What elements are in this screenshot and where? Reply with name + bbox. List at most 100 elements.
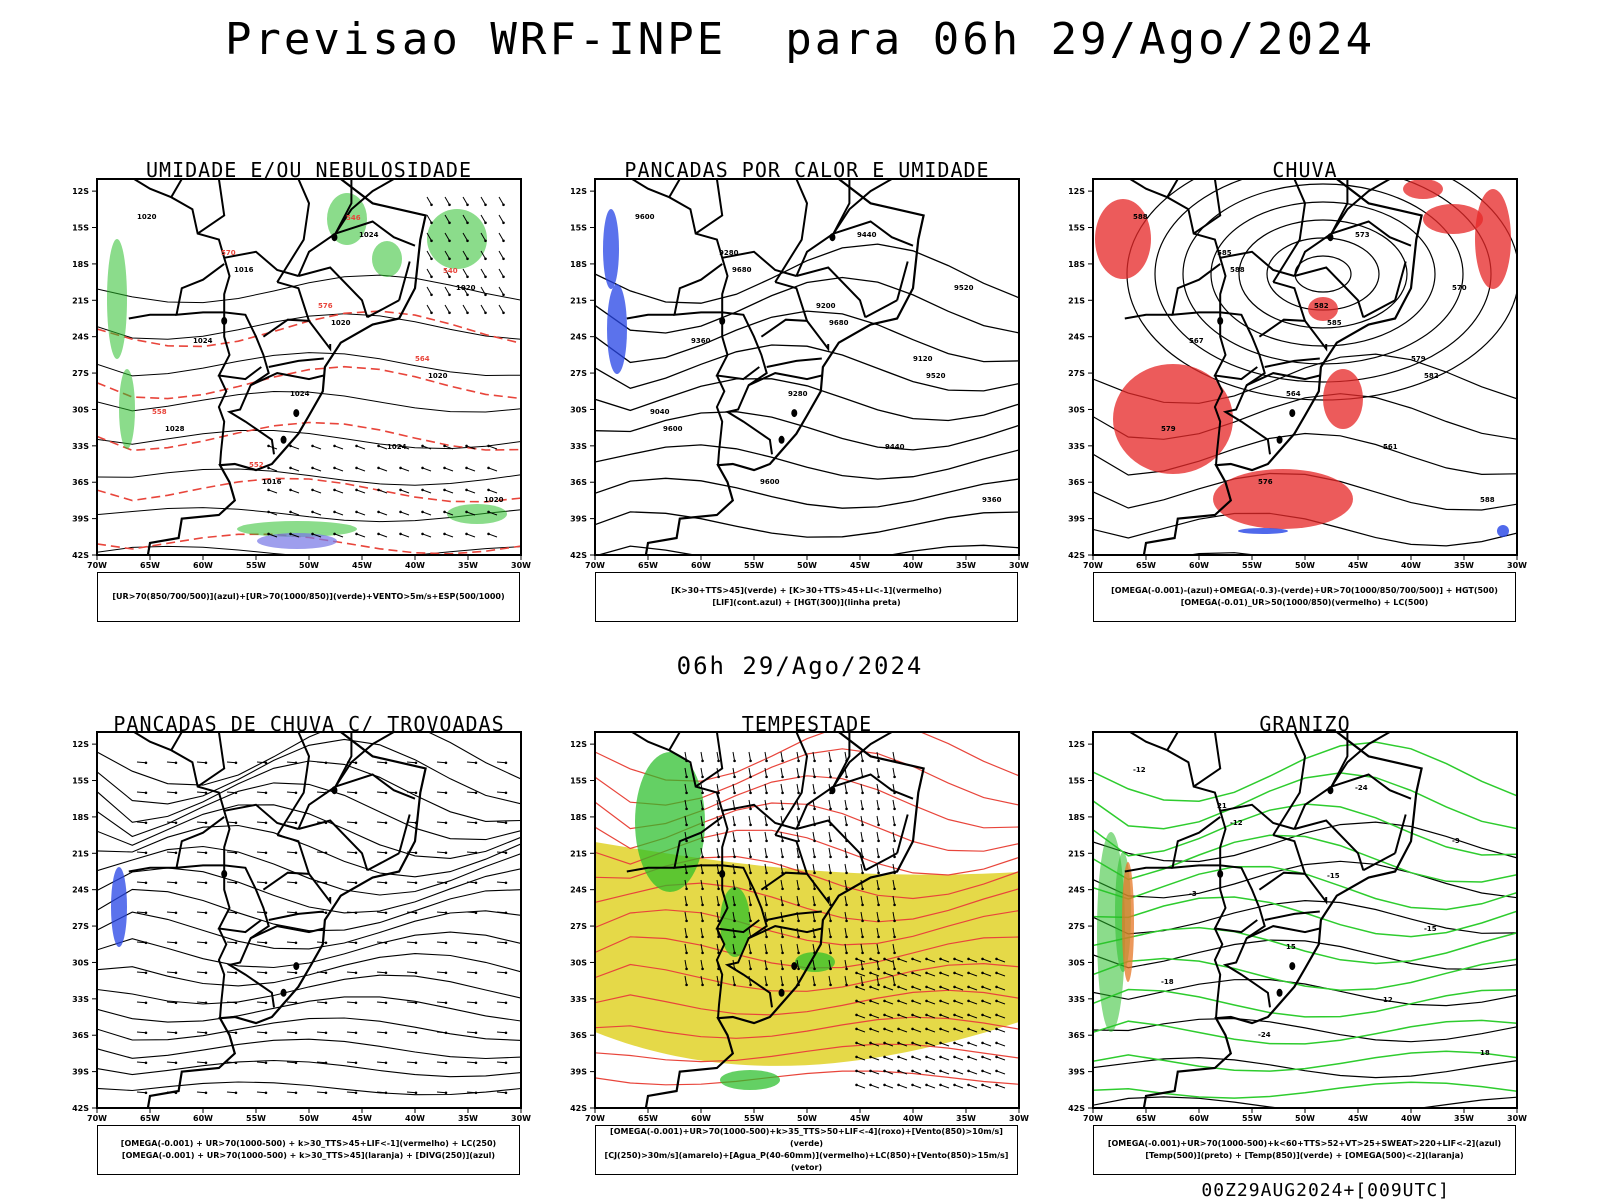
lon-tick-label: 40W [903, 1114, 923, 1123]
lat-tick-label: 18S [1068, 260, 1085, 269]
lat-tick-label: 21S [1068, 849, 1085, 858]
contour-label: -9 [1452, 837, 1460, 845]
contour-label: 561 [1383, 443, 1398, 451]
lon-tick-label: 70W [87, 561, 107, 570]
contour-label: 9120 [913, 355, 933, 363]
contour-label: 9680 [732, 266, 752, 274]
contour-label: 564 [1286, 390, 1301, 398]
lat-tick-label: 27S [72, 369, 89, 378]
lat-tick-label: 21S [570, 296, 587, 305]
legend-line: [CJ(250)>30m/s](amarelo)+[Agua_P(40-60mm… [604, 1151, 1009, 1172]
contour-label: 558 [152, 408, 167, 416]
lat-tick-label: 12S [570, 740, 587, 749]
contour-label: 1020 [484, 496, 504, 504]
lat-tick-label: 42S [1068, 551, 1085, 560]
map-content: 588 588 585 582 579 576 573 570 567 564 561 588 585 5… [1093, 179, 1517, 555]
lon-tick-label: 45W [850, 561, 870, 570]
legend-umidade: [UR>70(850/700/500)](azul)+[UR>70(1000/8… [97, 572, 520, 622]
contour-label: 9200 [816, 302, 836, 310]
lon-tick-label: 50W [797, 1114, 817, 1123]
lat-tick-label: 21S [570, 849, 587, 858]
contour-label: -12 [1133, 766, 1146, 774]
lat-tick-label: 27S [1068, 922, 1085, 931]
contour-label: 540 [443, 267, 458, 275]
contour-label: 9680 [829, 319, 849, 327]
contour-label: 579 [1411, 355, 1426, 363]
lon-tick-label: 50W [299, 1114, 319, 1123]
legend-line: [Temp(500)](preto) + [Temp(850)](verde) … [1145, 1151, 1464, 1160]
lon-tick-label: 70W [1083, 561, 1103, 570]
lon-tick-label: 70W [1083, 1114, 1103, 1123]
lon-tick-label: 60W [1189, 561, 1209, 570]
legend-chuva: [OMEGA(-0.001)-(azul)+OMEGA(-0.3)-(verde… [1093, 572, 1516, 622]
lat-tick-label: 15S [72, 777, 89, 786]
contour-label: -12 [1230, 819, 1243, 827]
legend-line: [OMEGA(-0.001) + UR>70(1000-500) + k>30_… [121, 1151, 496, 1160]
lon-tick-label: 55W [744, 1114, 764, 1123]
contour-label: 9600 [760, 478, 780, 486]
contour-label: -24 [1258, 1031, 1271, 1039]
contour-label: 9600 [635, 213, 655, 221]
lon-tick-label: 55W [246, 561, 266, 570]
lat-tick-label: 15S [570, 224, 587, 233]
lon-tick-label: 40W [903, 561, 923, 570]
lat-tick-label: 36S [1068, 1031, 1085, 1040]
lat-tick-label: 27S [570, 369, 587, 378]
lat-tick-label: 39S [1068, 515, 1085, 524]
contour-label: 1016 [234, 266, 254, 274]
lon-tick-label: 55W [1242, 1114, 1262, 1123]
lat-tick-label: 12S [1068, 740, 1085, 749]
legend-tempestade: [OMEGA(-0.001)+UR>70(1000-500)+k>35_TTS>… [595, 1125, 1018, 1175]
lon-tick-label: 45W [1348, 1114, 1368, 1123]
contour-label: 18 [1480, 1049, 1490, 1057]
lon-tick-label: 35W [956, 561, 976, 570]
lon-tick-label: 35W [1454, 1114, 1474, 1123]
contour-label: 576 [1258, 478, 1273, 486]
legend-line: [OMEGA(-0.01)_UR>50(1000/850)(vermelho) … [1180, 598, 1429, 607]
lat-tick-label: 30S [1068, 958, 1085, 967]
lat-tick-label: 21S [1068, 296, 1085, 305]
map-content: -12 -12 -15 -15 -18 -24 -24 -9 -3 15 12 18 21 [1093, 732, 1517, 1108]
lat-tick-label: 18S [570, 813, 587, 822]
lat-tick-label: 15S [1068, 224, 1085, 233]
contour-label: 573 [1355, 231, 1370, 239]
lat-tick-label: 27S [72, 922, 89, 931]
contour-label: 552 [249, 461, 264, 469]
contour-label: 588 [1230, 266, 1245, 274]
lon-tick-label: 35W [1454, 561, 1474, 570]
lon-tick-label: 65W [638, 561, 658, 570]
lon-tick-label: 35W [458, 1114, 478, 1123]
contour-label: 1024 [290, 390, 310, 398]
lat-tick-label: 18S [1068, 813, 1085, 822]
lat-tick-label: 42S [72, 1104, 89, 1113]
legend-pancadas-calor: [K>30+TTS>45](verde) + [K>30+TTS>45+LI<-… [595, 572, 1018, 622]
contour-label: 1024 [359, 231, 379, 239]
lat-tick-label: 12S [72, 187, 89, 196]
lat-tick-label: 36S [570, 1031, 587, 1040]
lon-tick-label: 55W [246, 1114, 266, 1123]
contour-label: 9600 [663, 425, 683, 433]
lon-tick-label: 45W [1348, 561, 1368, 570]
lon-tick-label: 55W [744, 561, 764, 570]
legend-line: [OMEGA(-0.001)+UR>70(1000-500)+k>35_TTS>… [610, 1127, 1003, 1148]
lon-tick-label: 40W [405, 1114, 425, 1123]
lon-tick-label: 45W [352, 1114, 372, 1123]
lat-tick-label: 33S [1068, 442, 1085, 451]
contour-label: 1020 [428, 372, 448, 380]
lon-tick-label: 30W [1009, 1114, 1029, 1123]
lat-tick-label: 33S [570, 995, 587, 1004]
lat-tick-label: 39S [1068, 1068, 1085, 1077]
lat-tick-label: 33S [1068, 995, 1085, 1004]
lat-tick-label: 27S [570, 922, 587, 931]
lat-tick-label: 18S [72, 813, 89, 822]
map-content [97, 732, 521, 1108]
map-panel-pancadas-calor: 9600 9680 9680 9520 9600 9600 9440 9520 9360 9280… [570, 178, 1029, 570]
lat-tick-label: 18S [72, 260, 89, 269]
main-title: Previsao WRF-INPE para 06h 29/Ago/2024 [224, 14, 1376, 65]
lon-tick-label: 60W [193, 561, 213, 570]
run-timestamp: 00Z29AUG2024+[009UTC] [1201, 1180, 1450, 1201]
contour-label: -15 [1327, 872, 1340, 880]
legend-line: [OMEGA(-0.001)-(azul)+OMEGA(-0.3)-(verde… [1111, 586, 1498, 595]
map-content: 1020 1016 1020 1020 1028 1016 1024 1020 1024 1024… [97, 179, 521, 555]
